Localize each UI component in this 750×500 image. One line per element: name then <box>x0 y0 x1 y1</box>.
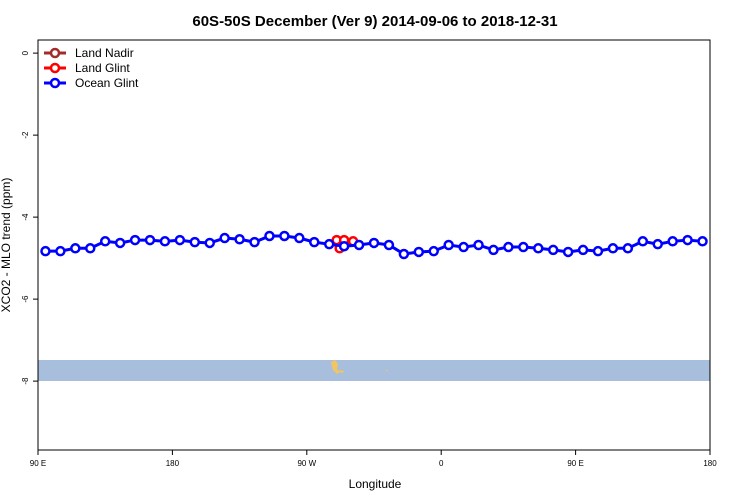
x-tick-label: 90 E <box>30 459 46 468</box>
point <box>488 244 499 256</box>
legend-marker <box>49 62 61 74</box>
x-tick-label: 180 <box>166 459 180 468</box>
point <box>338 240 350 252</box>
point <box>413 246 425 258</box>
point <box>234 234 245 245</box>
point <box>114 237 126 249</box>
point <box>622 243 634 254</box>
y-tick-label: -4 <box>21 213 30 221</box>
y-tick-label: 0 <box>21 50 30 55</box>
point <box>607 243 619 254</box>
point <box>279 230 290 242</box>
point <box>353 239 365 251</box>
point <box>189 236 201 248</box>
point <box>518 241 529 253</box>
x-axis-label: Longitude <box>349 477 402 491</box>
plot-frame <box>37 39 711 451</box>
point <box>85 243 96 254</box>
point <box>323 238 335 250</box>
point <box>40 245 51 257</box>
map-strip <box>38 360 710 381</box>
land-patch <box>386 370 388 371</box>
point <box>503 241 514 253</box>
point <box>70 243 81 254</box>
point <box>533 243 544 254</box>
point <box>458 241 469 253</box>
legend-marker <box>49 77 61 89</box>
legend-label: Land Nadir <box>75 46 134 60</box>
point <box>219 232 230 244</box>
x-tick-label: 90 W <box>297 459 316 468</box>
y-tick-label: -6 <box>21 295 30 303</box>
y-tick-label: -8 <box>21 377 30 385</box>
point <box>398 248 410 260</box>
point <box>697 236 708 247</box>
point <box>637 236 649 247</box>
point <box>667 236 678 247</box>
point <box>129 234 141 246</box>
point <box>443 239 454 251</box>
point <box>562 246 574 258</box>
point <box>473 239 484 251</box>
point <box>547 244 559 256</box>
point <box>577 244 589 256</box>
point <box>368 237 380 249</box>
point <box>144 234 156 246</box>
point <box>264 230 275 242</box>
x-tick-label: 90 E <box>567 459 583 468</box>
point <box>159 236 171 247</box>
x-tick-label: 180 <box>703 459 717 468</box>
legend-label: Land Glint <box>75 61 130 75</box>
legend-label: Ocean Glint <box>75 76 139 90</box>
point <box>592 245 604 257</box>
point <box>309 236 320 248</box>
land-patch <box>331 360 344 374</box>
point <box>174 234 186 246</box>
chart-title: 60S-50S December (Ver 9) 2014-09-06 to 2… <box>192 13 557 30</box>
legend-marker <box>49 47 61 59</box>
point <box>249 236 260 248</box>
point <box>294 232 305 244</box>
y-tick-label: -2 <box>21 131 30 139</box>
y-axis-label: XCO2 - MLO trend (ppm) <box>0 178 13 313</box>
point <box>428 245 439 257</box>
point <box>652 238 663 250</box>
point <box>99 236 111 247</box>
point <box>383 239 395 251</box>
point <box>55 245 66 257</box>
x-tick-label: 0 <box>439 459 444 468</box>
point <box>682 234 693 246</box>
point <box>204 237 215 249</box>
